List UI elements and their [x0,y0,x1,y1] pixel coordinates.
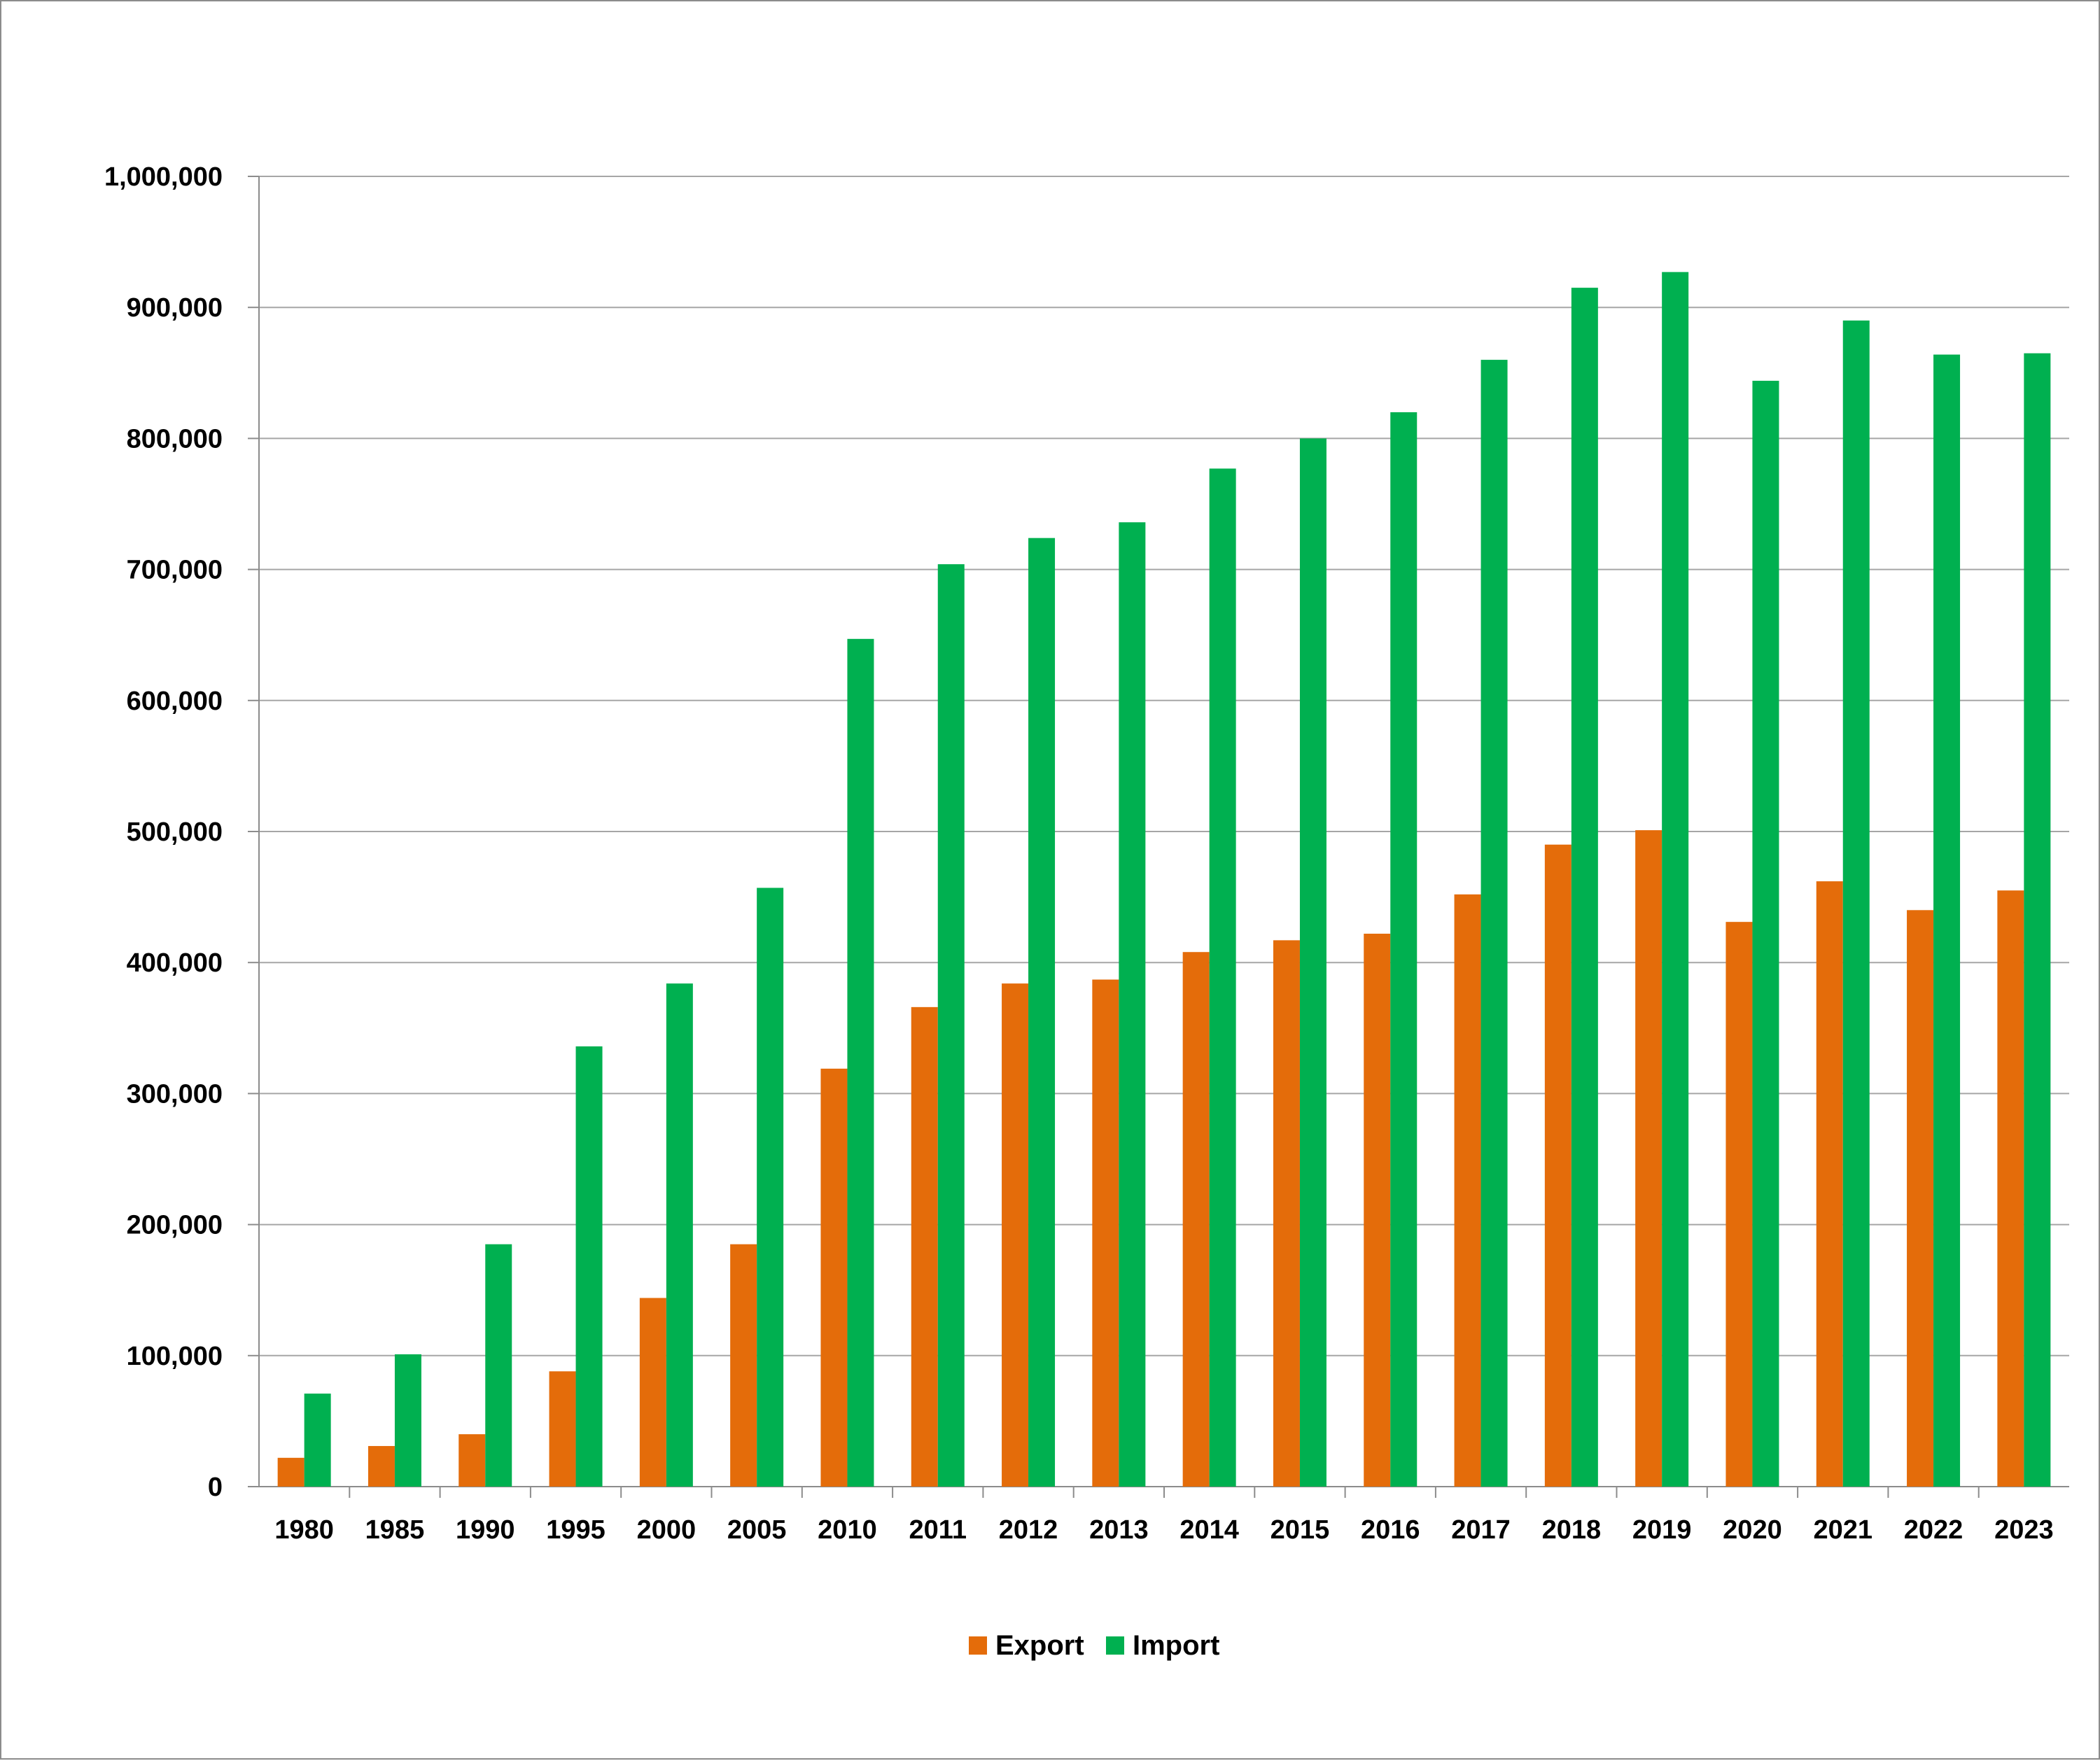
legend-label-export: Export [995,1630,1084,1661]
bar-import-2014 [1209,468,1236,1487]
x-tick-label: 2018 [1542,1515,1602,1545]
x-tick-label: 2022 [1904,1515,1963,1545]
bar-export-2021 [1816,881,1843,1487]
x-tick-label: 2023 [1994,1515,2054,1545]
bar-export-2018 [1544,844,1572,1487]
x-tick-label: 2016 [1361,1515,1420,1545]
y-tick-label: 200,000 [127,1211,223,1240]
x-tick-label: 2012 [999,1515,1058,1545]
y-tick-label: 900,000 [127,293,223,323]
bar-export-2017 [1454,894,1481,1487]
legend-swatch-import [1106,1636,1124,1655]
bar-export-2012 [1002,983,1029,1487]
bar-import-2018 [1571,288,1598,1487]
bar-import-1990 [485,1244,512,1487]
bar-import-2023 [2024,353,2051,1487]
x-tick-label: 2011 [909,1515,967,1545]
y-tick-label: 100,000 [127,1342,223,1371]
y-tick-label: 0 [208,1473,223,1502]
x-tick-label: 2015 [1270,1515,1330,1545]
axes [248,176,2069,1498]
bar-import-2012 [1028,538,1056,1487]
bar-import-2015 [1299,438,1326,1487]
bar-export-1990 [458,1434,486,1487]
bar-import-2017 [1480,360,1508,1487]
bar-import-2016 [1390,412,1418,1487]
y-tick-label: 500,000 [127,818,223,847]
x-tick-label: 1985 [365,1515,425,1545]
bar-import-2021 [1842,320,1870,1487]
bar-export-2022 [1907,910,1934,1487]
legend-swatch-export [969,1636,987,1655]
bar-import-2010 [847,638,874,1487]
bar-export-2013 [1092,979,1119,1487]
bar-import-2013 [1119,522,1146,1487]
bar-export-2016 [1364,934,1391,1487]
x-axis-tick-labels: 1980 1985 1990 1995 2000 2005 2010 2011 2012 2013… [274,1515,2053,1545]
x-tick-label: 2017 [1451,1515,1511,1545]
bar-import-1995 [575,1046,603,1487]
x-tick-label: 2005 [727,1515,787,1545]
y-tick-label: 300,000 [127,1079,223,1109]
y-tick-label: 700,000 [127,556,223,585]
x-tick-label: 1990 [456,1515,515,1545]
y-tick-label: 600,000 [127,687,223,716]
bar-export-2010 [820,1068,848,1487]
gridlines [259,176,2069,1356]
bar-import-1985 [394,1354,421,1487]
bar-export-2015 [1273,940,1300,1487]
bar-import-2019 [1662,272,1689,1487]
bar-export-1995 [549,1371,576,1487]
legend: Export Import [969,1630,1219,1661]
x-tick-label: 2019 [1632,1515,1692,1545]
bar-export-2000 [639,1298,666,1487]
bar-import-2020 [1752,381,1779,1487]
bar-export-1980 [277,1457,304,1487]
x-tick-label: 2021 [1813,1515,1872,1545]
bars [277,272,2051,1487]
x-tick-label: 2000 [637,1515,696,1545]
bar-export-1985 [368,1445,395,1487]
bar-export-2005 [730,1244,757,1487]
bar-import-2011 [937,564,965,1487]
bar-export-2014 [1182,952,1210,1487]
bar-import-1980 [304,1394,331,1487]
x-tick-label: 2014 [1180,1515,1239,1545]
bar-export-2020 [1726,922,1753,1487]
bar-import-2022 [1933,354,1961,1487]
x-tick-label: 1995 [546,1515,606,1545]
x-tick-label: 2020 [1723,1515,1782,1545]
x-tick-label: 2010 [818,1515,877,1545]
y-tick-label: 800,000 [127,424,223,454]
legend-label-import: Import [1133,1630,1219,1661]
bar-export-2019 [1635,830,1662,1487]
bar-export-2023 [1997,890,2024,1487]
bar-import-2000 [666,983,693,1487]
x-tick-label: 2013 [1089,1515,1149,1545]
y-tick-label: 400,000 [127,948,223,978]
y-tick-label: 1,000,000 [104,162,223,192]
y-axis-tick-labels: 0 100,000 200,000 300,000 400,000 500,000 600,… [104,162,223,1502]
bar-export-2011 [911,1006,938,1487]
x-tick-label: 1980 [274,1515,334,1545]
bar-import-2005 [757,887,784,1487]
